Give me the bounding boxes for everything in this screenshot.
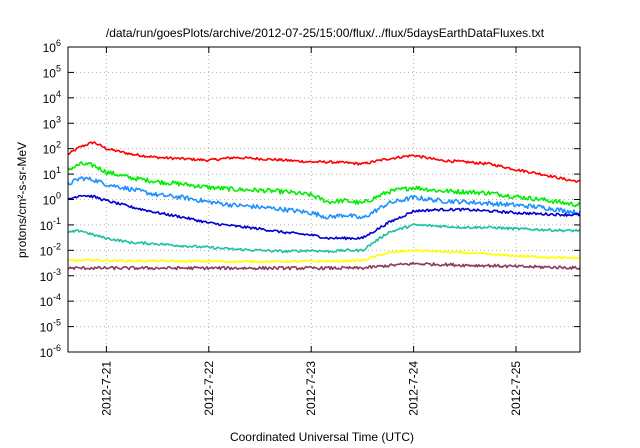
x-axis: 2012-7-21 2012-7-22 2012-7-23 2012-7-24 2012… bbox=[99, 47, 523, 416]
series-line-6 bbox=[67, 248, 581, 264]
x-tick-label: 2012-7-25 bbox=[509, 361, 523, 416]
y-tick-label: 10-4 bbox=[40, 292, 61, 309]
y-tick-label: 100 bbox=[43, 191, 61, 208]
y-tick-label: 106 bbox=[43, 38, 61, 55]
x-tick-label: 2012-7-22 bbox=[202, 361, 216, 416]
y-tick-label: 10-3 bbox=[40, 267, 61, 284]
x-tick-label: 2012-7-23 bbox=[304, 361, 318, 416]
y-tick-label: 10-5 bbox=[40, 318, 61, 335]
series-line-1 bbox=[67, 141, 581, 184]
x-tick-label: 2012-7-21 bbox=[99, 361, 113, 416]
x-axis-title: Coordinated Universal Time (UTC) bbox=[230, 430, 414, 444]
y-axis-title: protons/cm²-s-sr-MeV bbox=[15, 142, 29, 258]
y-tick-label: 105 bbox=[43, 63, 61, 80]
grid-lines bbox=[68, 47, 580, 352]
y-tick-label: 102 bbox=[43, 140, 61, 157]
x-tick-label: 2012-7-24 bbox=[407, 361, 421, 416]
y-tick-label: 10-2 bbox=[40, 241, 61, 258]
series-line-5 bbox=[67, 223, 581, 254]
series-line-7 bbox=[67, 261, 581, 271]
series-group bbox=[67, 141, 581, 271]
y-axis: 106 105 104 103 102 101 100 10-1 10-2 10-3 10-4 10-… bbox=[40, 38, 580, 360]
series-line-2 bbox=[67, 161, 581, 208]
y-tick-label: 101 bbox=[43, 165, 61, 182]
series-line-3 bbox=[67, 176, 581, 220]
chart-title: /data/run/goesPlots/archive/2012-07-25/1… bbox=[106, 26, 545, 40]
y-tick-label: 104 bbox=[43, 89, 61, 106]
series-line-4 bbox=[68, 194, 581, 241]
y-tick-label: 103 bbox=[43, 114, 61, 131]
y-tick-label: 10-6 bbox=[40, 343, 61, 360]
y-tick-label: 10-1 bbox=[40, 216, 61, 233]
